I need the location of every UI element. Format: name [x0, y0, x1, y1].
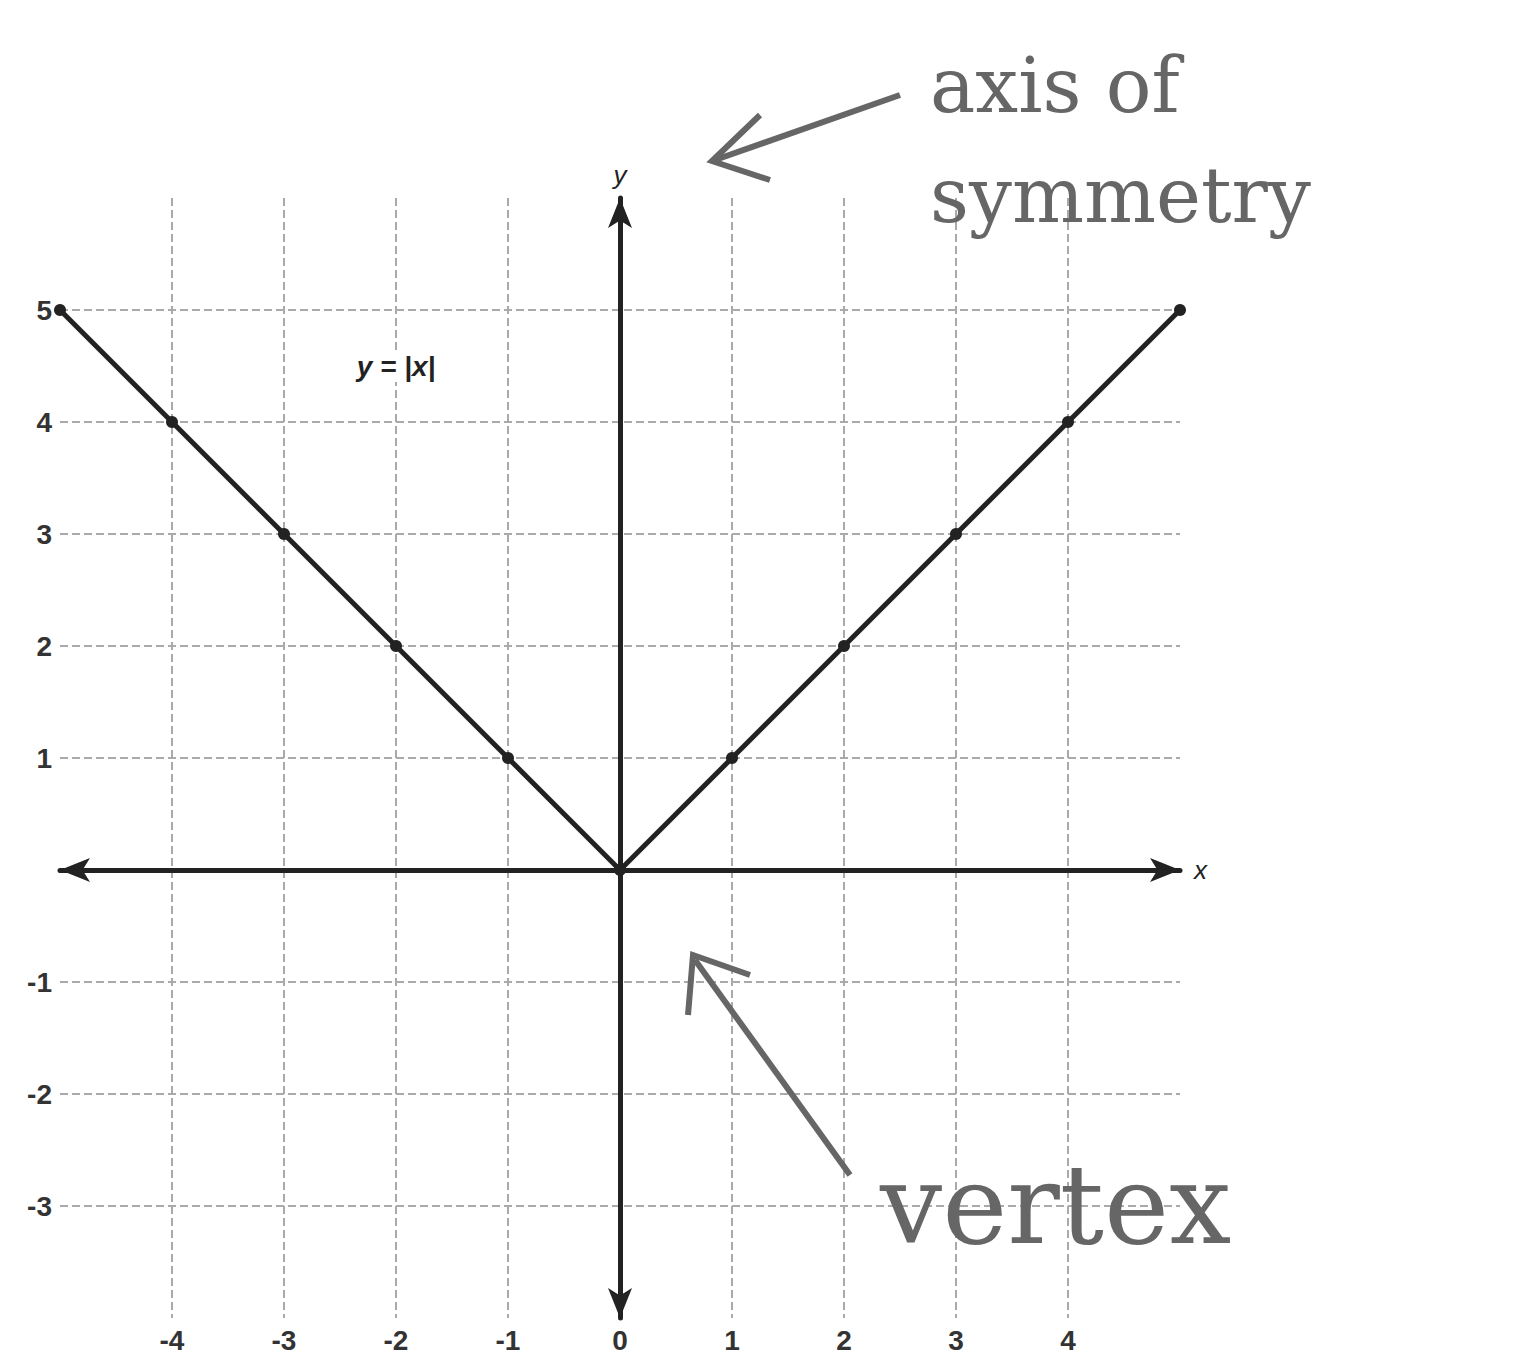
svg-text:y = |x|: y = |x|: [355, 351, 436, 382]
svg-text:-1: -1: [27, 967, 52, 998]
svg-text:-3: -3: [272, 1325, 297, 1356]
svg-text:4: 4: [1060, 1325, 1076, 1356]
svg-text:-2: -2: [384, 1325, 409, 1356]
svg-text:2: 2: [836, 1325, 852, 1356]
svg-text:vertex: vertex: [879, 1141, 1231, 1269]
svg-text:-3: -3: [27, 1191, 52, 1222]
svg-text:-1: -1: [496, 1325, 521, 1356]
svg-text:5: 5: [36, 295, 52, 326]
svg-text:2: 2: [36, 631, 52, 662]
svg-text:4: 4: [36, 407, 52, 438]
svg-text:1: 1: [36, 743, 52, 774]
svg-text:-2: -2: [27, 1079, 52, 1110]
svg-text:symmetry: symmetry: [930, 151, 1311, 240]
svg-text:1: 1: [724, 1325, 740, 1356]
svg-text:x: x: [1192, 855, 1208, 885]
svg-text:3: 3: [948, 1325, 964, 1356]
svg-text:y: y: [612, 160, 629, 190]
svg-text:axis of: axis of: [930, 41, 1204, 130]
svg-text:-4: -4: [160, 1325, 185, 1356]
svg-text:0: 0: [612, 1325, 628, 1356]
svg-text:3: 3: [36, 519, 52, 550]
